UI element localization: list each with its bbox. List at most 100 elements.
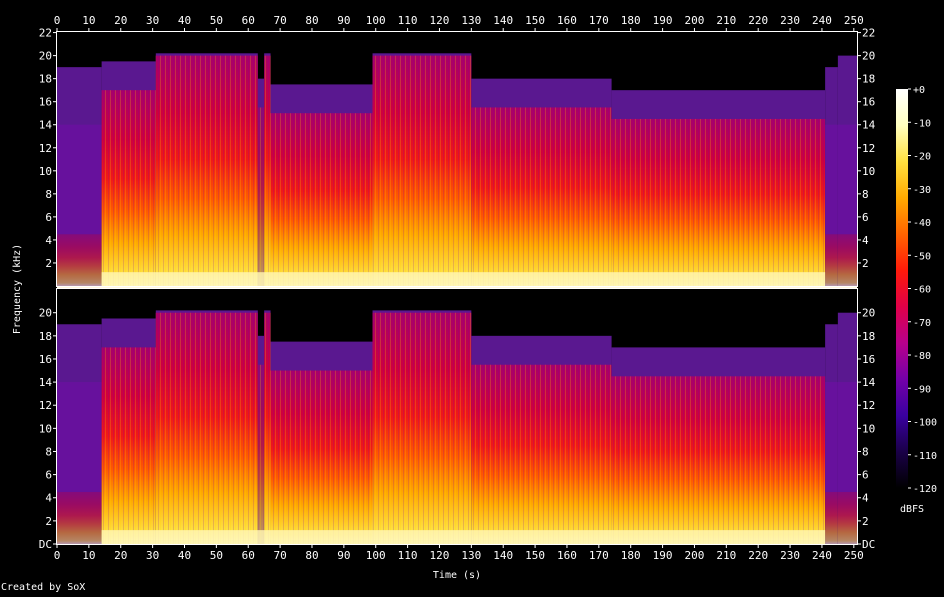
spectrogram-segment-energy: [57, 234, 102, 286]
spectrogram-segment-texture: [155, 312, 258, 544]
y-tick-label: 6: [862, 469, 869, 482]
spectrogram-segment-texture: [471, 107, 612, 286]
y-tick-label: DC: [39, 538, 52, 551]
x-tick-label: 160: [557, 14, 577, 27]
y-tick-label: 16: [39, 353, 52, 366]
colorbar-tick-label: -60: [913, 285, 931, 296]
colorbar: [896, 89, 908, 488]
y-tick-label: 8: [862, 445, 869, 458]
colorbar-unit-label: dBFS: [900, 504, 924, 515]
y-tick-label: 4: [45, 492, 52, 505]
y-tick-label: 4: [862, 234, 869, 247]
x-tick-label: 70: [273, 14, 286, 27]
colorbar-tick-label: -120: [913, 484, 937, 495]
colorbar-tick-label: -100: [913, 418, 937, 429]
y-tick-label: 6: [862, 211, 869, 224]
spectrogram-lowband: [101, 530, 826, 544]
x-tick-label: 130: [461, 549, 481, 562]
x-tick-label: 190: [653, 14, 673, 27]
y-tick-label: 2: [45, 257, 52, 270]
y-tick-label: 8: [862, 188, 869, 201]
y-tick-label: 10: [862, 422, 875, 435]
y-tick-label: 2: [45, 515, 52, 528]
y-tick-label: 6: [45, 469, 52, 482]
x-tick-label: 200: [685, 549, 705, 562]
x-tick-label: 230: [780, 549, 800, 562]
x-tick-label: 240: [812, 549, 832, 562]
spectrogram-segment-energy: [837, 491, 857, 544]
spectrogram-segment-energy: [57, 124, 102, 235]
y-tick-label: 8: [45, 445, 52, 458]
spectrogram-segment-texture: [101, 347, 156, 544]
y-tick-label: 2: [862, 257, 869, 270]
colorbar-tick-label: -50: [913, 251, 931, 262]
y-tick-label: 6: [45, 211, 52, 224]
spectrogram-lowband: [101, 272, 826, 286]
y-tick-label: 14: [862, 119, 876, 132]
spectrogram-segment-texture: [611, 376, 826, 544]
x-tick-label: 170: [589, 549, 609, 562]
x-tick-label: 210: [716, 14, 736, 27]
x-tick-label: 220: [748, 14, 768, 27]
x-tick-label: 110: [398, 549, 418, 562]
spectrogram-segment-energy: [57, 491, 102, 544]
spectrogram-segment-energy: [825, 234, 838, 286]
spectrogram-segment-texture: [155, 55, 258, 286]
spectrogram-segment-texture: [270, 113, 373, 286]
y-tick-label: 10: [39, 422, 52, 435]
x-tick-label: 150: [525, 549, 545, 562]
colorbar-tick-label: -10: [913, 118, 931, 129]
y-tick-label: 2: [862, 515, 869, 528]
x-tick-label: 90: [337, 14, 350, 27]
x-tick-label: 190: [653, 549, 673, 562]
spectrogram-segment-texture: [471, 364, 612, 544]
x-tick-label: 110: [398, 14, 418, 27]
x-tick-label: 120: [430, 14, 450, 27]
y-tick-label: 14: [39, 376, 53, 389]
x-tick-label: 250: [844, 14, 864, 27]
spectrogram-segment-energy: [825, 124, 838, 235]
y-tick-label: 20: [39, 307, 52, 320]
x-tick-label: 170: [589, 14, 609, 27]
y-tick-label: 12: [862, 399, 875, 412]
x-tick-label: 60: [242, 14, 255, 27]
y-tick-label: 18: [862, 73, 875, 86]
spectrogram-segment-texture: [372, 55, 472, 286]
y-tick-label: 22: [39, 27, 52, 40]
x-tick-label: 10: [82, 549, 95, 562]
colorbar-tick-label: -20: [913, 152, 931, 163]
y-tick-label: 8: [45, 188, 52, 201]
spectrogram-segment-texture: [611, 118, 826, 286]
x-tick-label: 240: [812, 14, 832, 27]
x-tick-label: 70: [273, 549, 286, 562]
spectrogram-segment-texture: [264, 312, 271, 544]
y-tick-label: 16: [39, 96, 52, 109]
x-axis-label: Time (s): [433, 570, 481, 581]
channel-separator: [57, 286, 857, 289]
x-tick-label: 140: [493, 14, 513, 27]
spectrogram-segment-texture: [372, 312, 472, 544]
channel-1-frame: [56, 31, 858, 287]
y-axis-label: Frequency (kHz): [12, 244, 23, 334]
y-tick-label: 12: [862, 142, 875, 155]
y-tick-label: 22: [862, 27, 875, 40]
y-tick-label: 18: [39, 330, 52, 343]
footer-credit: Created by SoX: [1, 582, 85, 593]
y-tick-label: 18: [39, 73, 52, 86]
x-tick-label: 180: [621, 14, 641, 27]
x-tick-label: 60: [242, 549, 255, 562]
y-tick-label: 20: [862, 50, 875, 63]
x-tick-label: 40: [178, 14, 191, 27]
x-tick-label: 90: [337, 549, 350, 562]
y-tick-label: 14: [39, 119, 53, 132]
x-tick-label: 150: [525, 14, 545, 27]
x-tick-label: 80: [305, 14, 318, 27]
x-tick-label: 40: [178, 549, 191, 562]
colorbar-tick-label: -30: [913, 185, 931, 196]
x-tick-label: 80: [305, 549, 318, 562]
y-tick-label: 16: [862, 353, 875, 366]
x-tick-label: 100: [366, 549, 386, 562]
y-tick-label: 4: [45, 234, 52, 247]
colorbar-tick-label: -80: [913, 351, 931, 362]
